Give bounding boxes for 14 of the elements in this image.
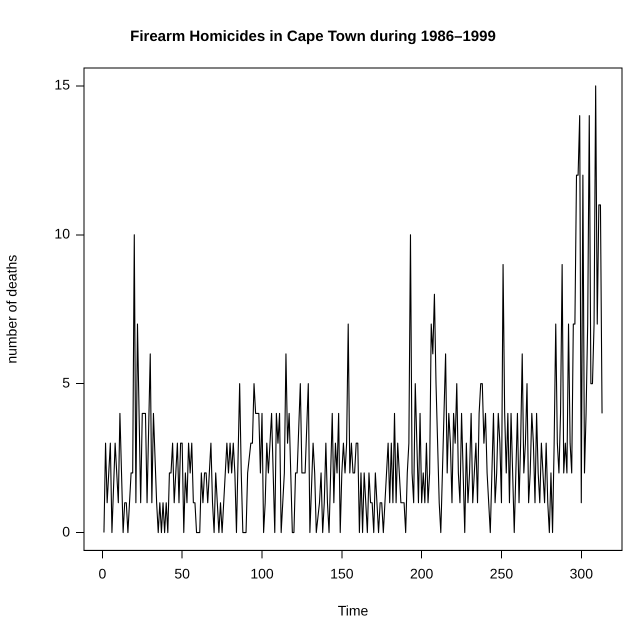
y-tick-label: 5 (62, 374, 70, 391)
y-tick-label: 0 (62, 523, 70, 540)
x-axis-title: Time (338, 602, 369, 618)
x-tick-label: 100 (250, 566, 274, 582)
x-tick-label: 150 (330, 566, 354, 582)
x-tick-label: 50 (174, 566, 190, 582)
x-tick-label: 200 (410, 566, 434, 582)
x-tick-label: 250 (490, 566, 514, 582)
y-axis-title: number of deaths (3, 254, 20, 364)
y-tick-label: 15 (54, 76, 70, 93)
chart-title: Firearm Homicides in Cape Town during 1986–1999 (130, 28, 496, 46)
x-tick-label: 300 (570, 566, 594, 582)
y-tick-label: 10 (54, 226, 70, 242)
x-tick-label: 0 (98, 566, 106, 582)
